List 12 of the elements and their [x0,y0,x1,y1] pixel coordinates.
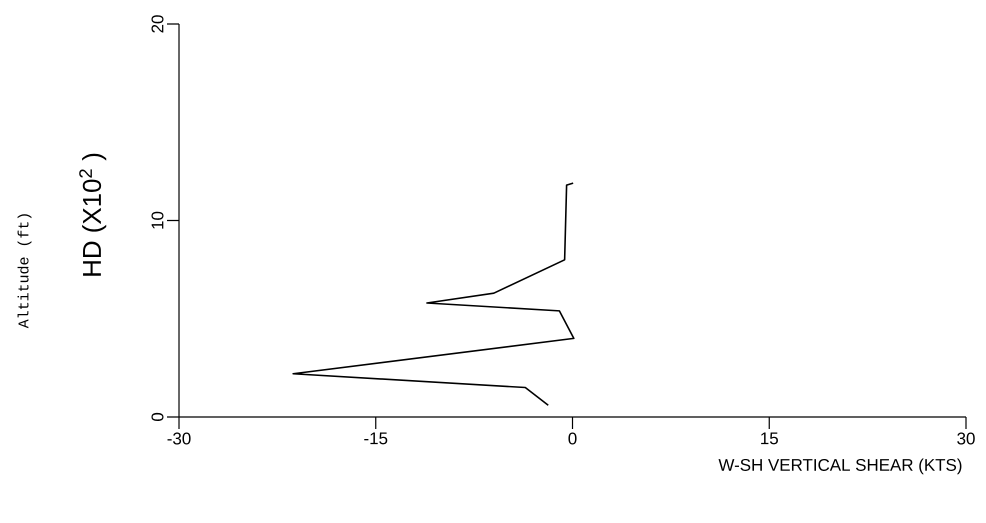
line-series [292,182,575,406]
x-tick-label: -15 [364,432,388,444]
y-tick-label: 20 [151,15,164,33]
x-tick-label: -30 [168,432,191,445]
x-tick-label: 0 [568,432,577,445]
y-tick-label: 10 [151,212,164,229]
text: Altitude (ft) [18,214,32,328]
y-tick-label: 0 [151,412,164,422]
x-tick-label: 15 [761,432,778,444]
y-axis-title: HD (X10$^{2}$ ) [79,154,106,276]
x-tick-label: 30 [957,432,975,445]
x-axis-title: W-SH VERTICAL SHEAR (KTS) [718,458,962,474]
